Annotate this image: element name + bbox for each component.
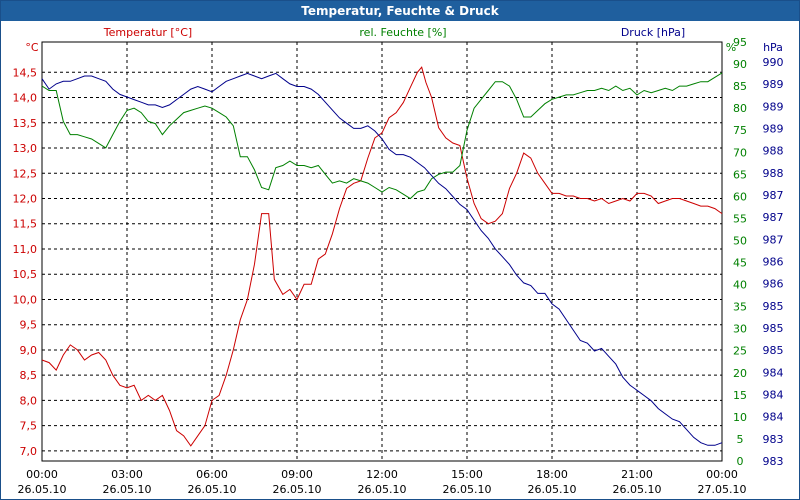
pressure-tick-label: 985 (763, 322, 784, 335)
x-tick-date: 26.05.10 (443, 483, 492, 496)
pressure-tick-label: 988 (763, 167, 784, 180)
temp-tick-label: 7,0 (20, 445, 38, 458)
temp-tick-label: 10,5 (13, 268, 38, 281)
humidity-tick-label: 25 (733, 345, 747, 358)
x-tick-date: 26.05.10 (613, 483, 662, 496)
series-group (41, 66, 723, 447)
x-tick-date: 26.05.10 (103, 483, 152, 496)
humidity-tick-label: 40 (733, 279, 747, 292)
x-tick-date: 26.05.10 (188, 483, 237, 496)
x-tick-date: 26.05.10 (528, 483, 577, 496)
temp-tick-label: 8,0 (20, 394, 38, 407)
humidity-tick-label: 45 (733, 257, 747, 270)
axis-labels: 7,0 7,5 8,0 8,5 9,0 9,5 10,0 10,5 11,0 11,5 12,0 12… (13, 26, 784, 496)
humidity-tick-label: 75 (733, 124, 747, 137)
temp-tick-label: 14,0 (13, 92, 38, 105)
pressure-tick-label: 987 (763, 189, 784, 202)
pressure-tick-label: 989 (763, 78, 784, 91)
plot-area (41, 41, 723, 462)
humidity-tick-label: 60 (733, 190, 747, 203)
pressure-tick-label: 986 (763, 256, 784, 269)
humidity-line (41, 72, 723, 200)
x-tick-time: 09:00 (281, 468, 313, 481)
pressure-tick-label: 987 (763, 211, 784, 224)
x-tick-time: 03:00 (111, 468, 143, 481)
humidity-tick-label: 20 (733, 367, 747, 380)
humidity-tick-label: 55 (733, 212, 747, 225)
x-tick-date: 26.05.10 (358, 483, 407, 496)
x-tick-time: 21:00 (621, 468, 653, 481)
x-tick-time: 06:00 (196, 468, 228, 481)
temp-tick-label: 9,5 (20, 319, 38, 332)
humidity-tick-label: 50 (733, 234, 747, 247)
pressure-tick-label: 983 (763, 455, 784, 468)
pressure-tick-label: 983 (763, 433, 784, 446)
temp-tick-label: 9,0 (20, 344, 38, 357)
humidity-tick-label: 65 (733, 168, 747, 181)
x-tick-time: 00:00 (26, 468, 58, 481)
temp-tick-label: 14,5 (13, 66, 38, 79)
temperature-line (41, 66, 723, 447)
x-tick-time: 00:00 (706, 468, 738, 481)
legend-pressure: Druck [hPa] (621, 26, 685, 39)
humidity-tick-label: 5 (737, 433, 744, 446)
humidity-tick-label: 35 (733, 301, 747, 314)
temp-tick-label: 12,5 (13, 167, 38, 180)
x-tick-time: 18:00 (536, 468, 568, 481)
pressure-tick-label: 984 (763, 389, 784, 402)
window-title: Temperatur, Feuchte & Druck (1, 1, 799, 21)
legend-humidity: rel. Feuchte [%] (359, 26, 446, 39)
pressure-tick-label: 987 (763, 233, 784, 246)
temp-tick-label: 10,0 (13, 293, 38, 306)
pressure-line (41, 72, 723, 446)
humidity-tick-label: 15 (733, 389, 747, 402)
pressure-tick-label: 990 (763, 56, 784, 69)
temp-tick-label: 8,5 (20, 369, 38, 382)
x-tick-time: 15:00 (451, 468, 483, 481)
pressure-tick-label: 989 (763, 100, 784, 113)
legend-temperature: Temperatur [°C] (103, 26, 192, 39)
humidity-unit-label: % (726, 41, 736, 54)
pressure-tick-label: 984 (763, 411, 784, 424)
humidity-tick-label: 30 (733, 323, 747, 336)
pressure-tick-label: 985 (763, 300, 784, 313)
temp-tick-label: 11,5 (13, 218, 38, 231)
pressure-tick-label: 988 (763, 145, 784, 158)
grid (41, 42, 723, 461)
humidity-tick-label: 90 (733, 58, 747, 71)
temp-tick-label: 13,5 (13, 117, 38, 130)
humidity-tick-label: 85 (733, 80, 747, 93)
x-tick-date: 27.05.10 (698, 483, 747, 496)
x-tick-date: 26.05.10 (18, 483, 67, 496)
humidity-tick-label: 70 (733, 146, 747, 159)
temp-unit-label: °C (25, 41, 39, 54)
temp-tick-label: 11,0 (13, 243, 38, 256)
pressure-tick-label: 986 (763, 278, 784, 291)
pressure-tick-label: 984 (763, 366, 784, 379)
temp-tick-label: 13,0 (13, 142, 38, 155)
pressure-tick-label: 985 (763, 344, 784, 357)
humidity-tick-label: 10 (733, 411, 747, 424)
humidity-tick-label: 80 (733, 102, 747, 115)
pressure-tick-label: 989 (763, 123, 784, 136)
temp-tick-label: 12,0 (13, 192, 38, 205)
temp-tick-label: 7,5 (20, 420, 38, 433)
pressure-unit-label: hPa (763, 41, 783, 54)
x-tick-time: 12:00 (366, 468, 398, 481)
humidity-tick-label: 95 (733, 36, 747, 49)
humidity-tick-label: 0 (737, 455, 744, 468)
x-tick-date: 26.05.10 (273, 483, 322, 496)
